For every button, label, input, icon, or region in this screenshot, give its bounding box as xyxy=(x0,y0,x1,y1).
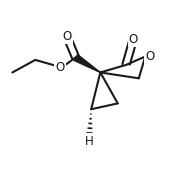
Polygon shape xyxy=(73,55,100,72)
Text: O: O xyxy=(129,32,138,46)
Text: O: O xyxy=(145,50,154,63)
Text: O: O xyxy=(55,61,65,74)
Text: H: H xyxy=(85,134,94,148)
Text: O: O xyxy=(63,30,72,43)
